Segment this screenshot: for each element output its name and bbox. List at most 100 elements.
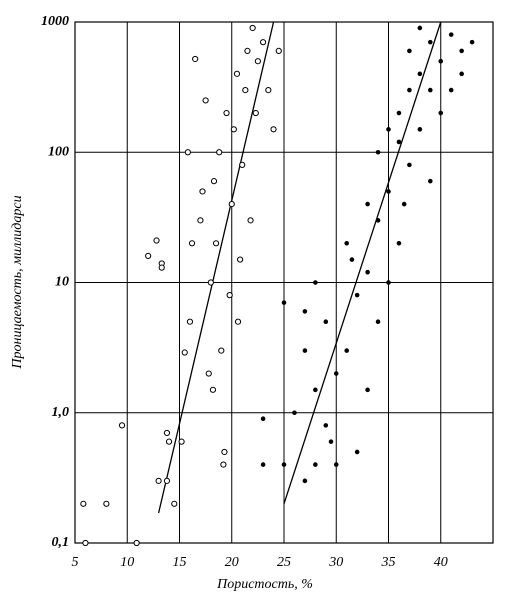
data-point: [365, 269, 370, 275]
data-point: [244, 47, 251, 54]
data-point: [247, 217, 254, 224]
data-point: [438, 58, 444, 64]
data-point: [163, 477, 171, 484]
x-tick-label: 10: [120, 555, 134, 570]
data-point: [202, 97, 209, 104]
x-tick-label: 5: [72, 555, 79, 570]
x-tick-label: 35: [381, 555, 396, 570]
data-point: [428, 87, 433, 93]
data-point: [459, 71, 464, 77]
data-point: [328, 439, 334, 444]
x-tick-label: 20: [225, 555, 239, 570]
data-point: [407, 87, 412, 93]
data-point: [459, 48, 464, 54]
data-point: [428, 39, 433, 45]
data-point: [323, 319, 329, 325]
data-point: [188, 240, 196, 247]
data-point: [270, 126, 277, 133]
data-point: [333, 462, 339, 467]
data-point: [260, 462, 266, 467]
data-point: [216, 149, 223, 156]
data-point: [417, 127, 423, 132]
data-point: [181, 349, 188, 356]
data-point: [386, 280, 391, 285]
data-point: [275, 47, 282, 54]
y-tick-label: 0,1: [52, 535, 70, 550]
data-point: [199, 188, 206, 195]
y-tick-label: 1000: [41, 14, 69, 29]
data-point: [349, 257, 355, 262]
x-tick-label: 15: [173, 555, 187, 570]
data-point: [313, 462, 318, 467]
data-point: [103, 500, 110, 507]
data-point: [292, 410, 297, 416]
data-point: [281, 300, 287, 305]
data-point: [118, 422, 126, 429]
data-point: [184, 149, 191, 156]
data-point: [469, 39, 475, 45]
trend-line: [157, 21, 275, 514]
data-point: [407, 48, 412, 54]
data-point: [145, 252, 152, 260]
data-point: [396, 139, 402, 145]
data-point: [344, 240, 350, 246]
data-point: [333, 371, 339, 376]
data-point: [133, 539, 140, 547]
data-point: [344, 348, 350, 353]
data-point: [386, 189, 391, 194]
data-point: [80, 500, 87, 507]
data-point: [82, 539, 89, 547]
data-point: [218, 347, 225, 354]
data-point: [165, 438, 173, 445]
data-point: [186, 318, 194, 325]
data-point: [178, 438, 185, 445]
data-point: [234, 318, 242, 325]
data-point: [396, 110, 402, 116]
data-point: [302, 309, 308, 314]
data-point: [401, 201, 407, 207]
data-point: [210, 178, 218, 185]
data-point: [428, 178, 433, 184]
data-point: [233, 70, 241, 77]
data-point: [448, 87, 454, 93]
data-point: [281, 462, 287, 467]
data-point: [302, 478, 308, 484]
data-point: [407, 162, 412, 168]
data-point: [417, 71, 423, 77]
data-point: [302, 348, 308, 353]
y-tick-label: 10: [55, 275, 69, 290]
data-point: [375, 218, 381, 223]
data-point: [153, 237, 160, 244]
data-point: [230, 126, 237, 133]
data-point: [375, 149, 381, 155]
data-point: [220, 461, 227, 468]
data-point: [396, 240, 402, 246]
y-tick-label: 100: [48, 144, 69, 159]
data-point: [417, 25, 423, 31]
x-tick-label: 30: [328, 555, 343, 570]
data-point: [249, 24, 256, 32]
data-point: [205, 370, 212, 377]
data-point: [242, 87, 249, 94]
data-point: [228, 200, 235, 208]
data-point: [212, 240, 220, 247]
data-point: [386, 127, 391, 132]
data-point: [323, 423, 329, 428]
data-point: [438, 110, 444, 116]
data-point: [313, 280, 318, 285]
data-point: [239, 161, 246, 168]
data-point: [265, 87, 272, 94]
data-point: [209, 386, 217, 393]
data-point: [171, 500, 178, 507]
data-point: [163, 429, 171, 437]
x-tick-label: 25: [277, 555, 291, 570]
data-point: [197, 217, 204, 224]
y-tick-label: 1,0: [52, 405, 70, 420]
x-axis-label: Пористость, %: [216, 577, 313, 592]
data-point: [354, 292, 360, 298]
data-point: [221, 448, 228, 456]
data-point: [158, 264, 165, 271]
x-tick-label: 40: [434, 555, 448, 570]
data-point: [226, 292, 233, 299]
